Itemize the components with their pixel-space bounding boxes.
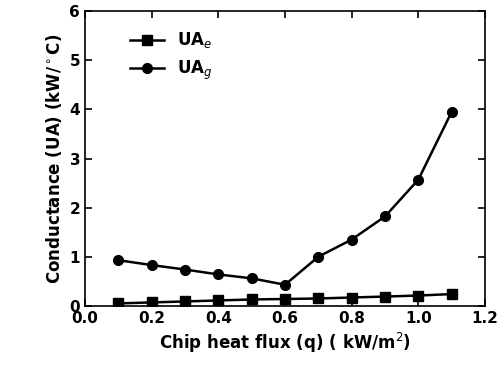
UA$_e$	[148, 300, 154, 305]
UA$_g$	[248, 276, 254, 280]
UA$_e$	[282, 297, 288, 301]
UA$_e$	[348, 295, 354, 300]
UA$_g$	[282, 282, 288, 287]
UA$_g$	[148, 263, 154, 267]
UA$_g$	[316, 254, 322, 259]
X-axis label: Chip heat flux (q) ( kW/m$^2$): Chip heat flux (q) ( kW/m$^2$)	[159, 331, 411, 355]
UA$_e$	[448, 292, 454, 296]
UA$_e$	[116, 301, 121, 305]
Legend: UA$_e$, UA$_g$: UA$_e$, UA$_g$	[126, 25, 218, 87]
UA$_g$	[448, 110, 454, 114]
Line: UA$_e$: UA$_e$	[114, 289, 456, 308]
UA$_e$	[182, 299, 188, 304]
Y-axis label: Conductance (UA) (kW/$^\circ$C): Conductance (UA) (kW/$^\circ$C)	[44, 34, 64, 283]
UA$_g$	[382, 214, 388, 219]
UA$_e$	[248, 297, 254, 302]
UA$_g$	[416, 178, 422, 182]
UA$_e$	[382, 294, 388, 299]
UA$_e$	[416, 293, 422, 298]
UA$_g$	[182, 267, 188, 272]
UA$_g$	[116, 258, 121, 263]
UA$_g$	[216, 272, 222, 277]
UA$_e$	[316, 296, 322, 301]
Line: UA$_g$: UA$_g$	[114, 107, 456, 289]
UA$_g$	[348, 237, 354, 242]
UA$_e$	[216, 298, 222, 303]
